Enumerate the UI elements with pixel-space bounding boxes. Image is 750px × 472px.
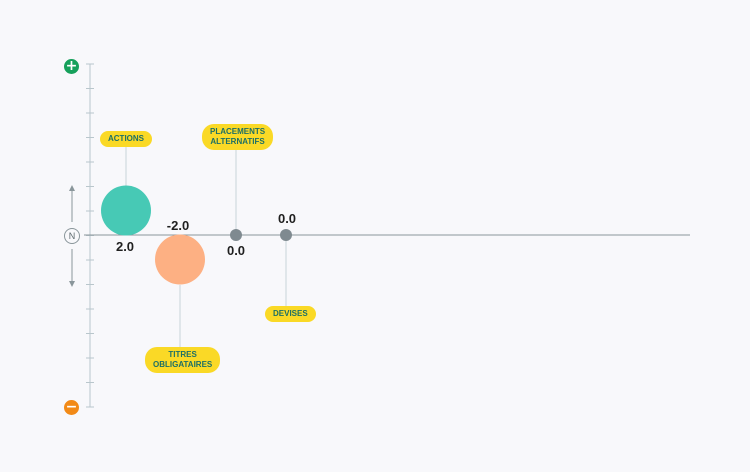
value-placements-alternatifs: 0.0: [226, 243, 246, 258]
direction-arrows: [69, 185, 75, 287]
value-titres-obligataires: -2.0: [166, 218, 190, 233]
tag-label-line1: TITRES: [168, 350, 197, 359]
tag-devises: DEVISES: [265, 306, 316, 322]
neutral-marker: N: [64, 228, 80, 244]
bubble-devises: [280, 229, 292, 241]
minus-icon: −: [64, 399, 79, 415]
value-actions: 2.0: [115, 239, 135, 254]
bubble-placements-alternatifs: [230, 229, 242, 241]
neutral-label: N: [68, 231, 76, 241]
value-devises: 0.0: [277, 211, 297, 226]
bubble-titres-obligataires: [155, 234, 205, 285]
bubble-actions: [101, 185, 151, 236]
tag-label-line1: PLACEMENTS: [210, 127, 266, 136]
tag-label-line2: OBLIGATAIRES: [153, 360, 213, 369]
tag-placements-alternatifs: PLACEMENTS ALTERNATIFS: [202, 124, 274, 150]
tag-actions: ACTIONS: [100, 131, 152, 147]
plus-icon: +: [64, 58, 79, 74]
tag-label-line2: ALTERNATIFS: [210, 137, 265, 146]
tag-titres-obligataires: TITRES OBLIGATAIRES: [145, 347, 221, 373]
bubbles: [101, 185, 292, 285]
arrow-up-head: [69, 185, 75, 191]
arrow-down-head: [69, 281, 75, 287]
tag-label: DEVISES: [273, 309, 308, 318]
label-stems: [125, 147, 287, 348]
tag-label: ACTIONS: [108, 134, 144, 143]
